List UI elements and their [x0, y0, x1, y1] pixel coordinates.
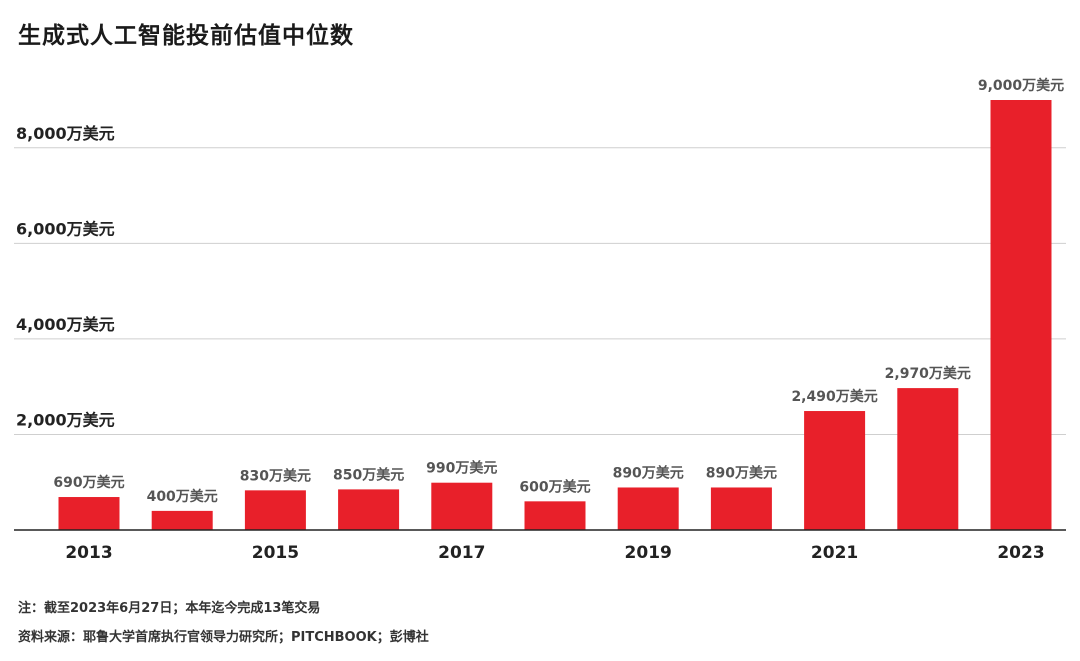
data-label: 2,490万美元: [791, 388, 877, 405]
y-axis-labels: 2,000万美元 4,000万美元 6,000万美元 8,000万美元: [16, 124, 115, 430]
x-tick-label: 2017: [438, 543, 485, 563]
data-label: 9,000万美元: [978, 77, 1064, 94]
bar-2023: [990, 100, 1052, 530]
data-label: 2,970万美元: [885, 365, 971, 382]
data-label: 890万美元: [706, 464, 777, 481]
bar-2015: [244, 490, 306, 530]
x-tick-label: 2021: [811, 543, 858, 563]
x-axis-labels: 2013 2015 2017 2019 2021 2023: [65, 543, 1044, 563]
x-tick-label: 2023: [997, 543, 1044, 563]
data-label: 830万美元: [240, 467, 311, 484]
y-tick-label: 2,000万美元: [16, 410, 115, 429]
chart-title: 生成式人工智能投前估值中位数: [18, 23, 354, 49]
x-tick-label: 2013: [65, 543, 112, 563]
y-tick-label: 6,000万美元: [16, 219, 115, 238]
data-label: 990万美元: [426, 460, 497, 477]
data-label: 600万美元: [519, 478, 590, 495]
x-tick-label: 2019: [625, 543, 672, 563]
data-labels: 690万美元 400万美元 830万美元 850万美元 990万美元 600万美元 890万…: [53, 77, 1064, 505]
data-label: 890万美元: [613, 464, 684, 481]
bar-2013: [58, 497, 120, 530]
source-note: 资料来源：耶鲁大学首席执行官领导力研究所；PITCHBOOK；彭博社: [18, 630, 429, 645]
footnote: 注：截至2023年6月27日；本年迄今完成13笔交易: [18, 601, 321, 616]
bars: [58, 100, 1052, 530]
bar-2018: [524, 501, 586, 530]
bar-2021: [804, 411, 866, 530]
bar-2022: [897, 388, 959, 530]
data-label: 400万美元: [147, 488, 218, 505]
bar-2017: [431, 482, 493, 530]
bar-2016: [338, 489, 400, 530]
data-label: 690万美元: [53, 474, 124, 491]
bar-2020: [710, 487, 772, 530]
y-tick-label: 4,000万美元: [16, 315, 115, 334]
gridlines: [14, 147, 1066, 435]
data-label: 850万美元: [333, 466, 404, 483]
x-tick-label: 2015: [252, 543, 299, 563]
bar-2014: [151, 510, 213, 530]
y-tick-label: 8,000万美元: [16, 124, 115, 143]
bar-2019: [617, 487, 679, 530]
